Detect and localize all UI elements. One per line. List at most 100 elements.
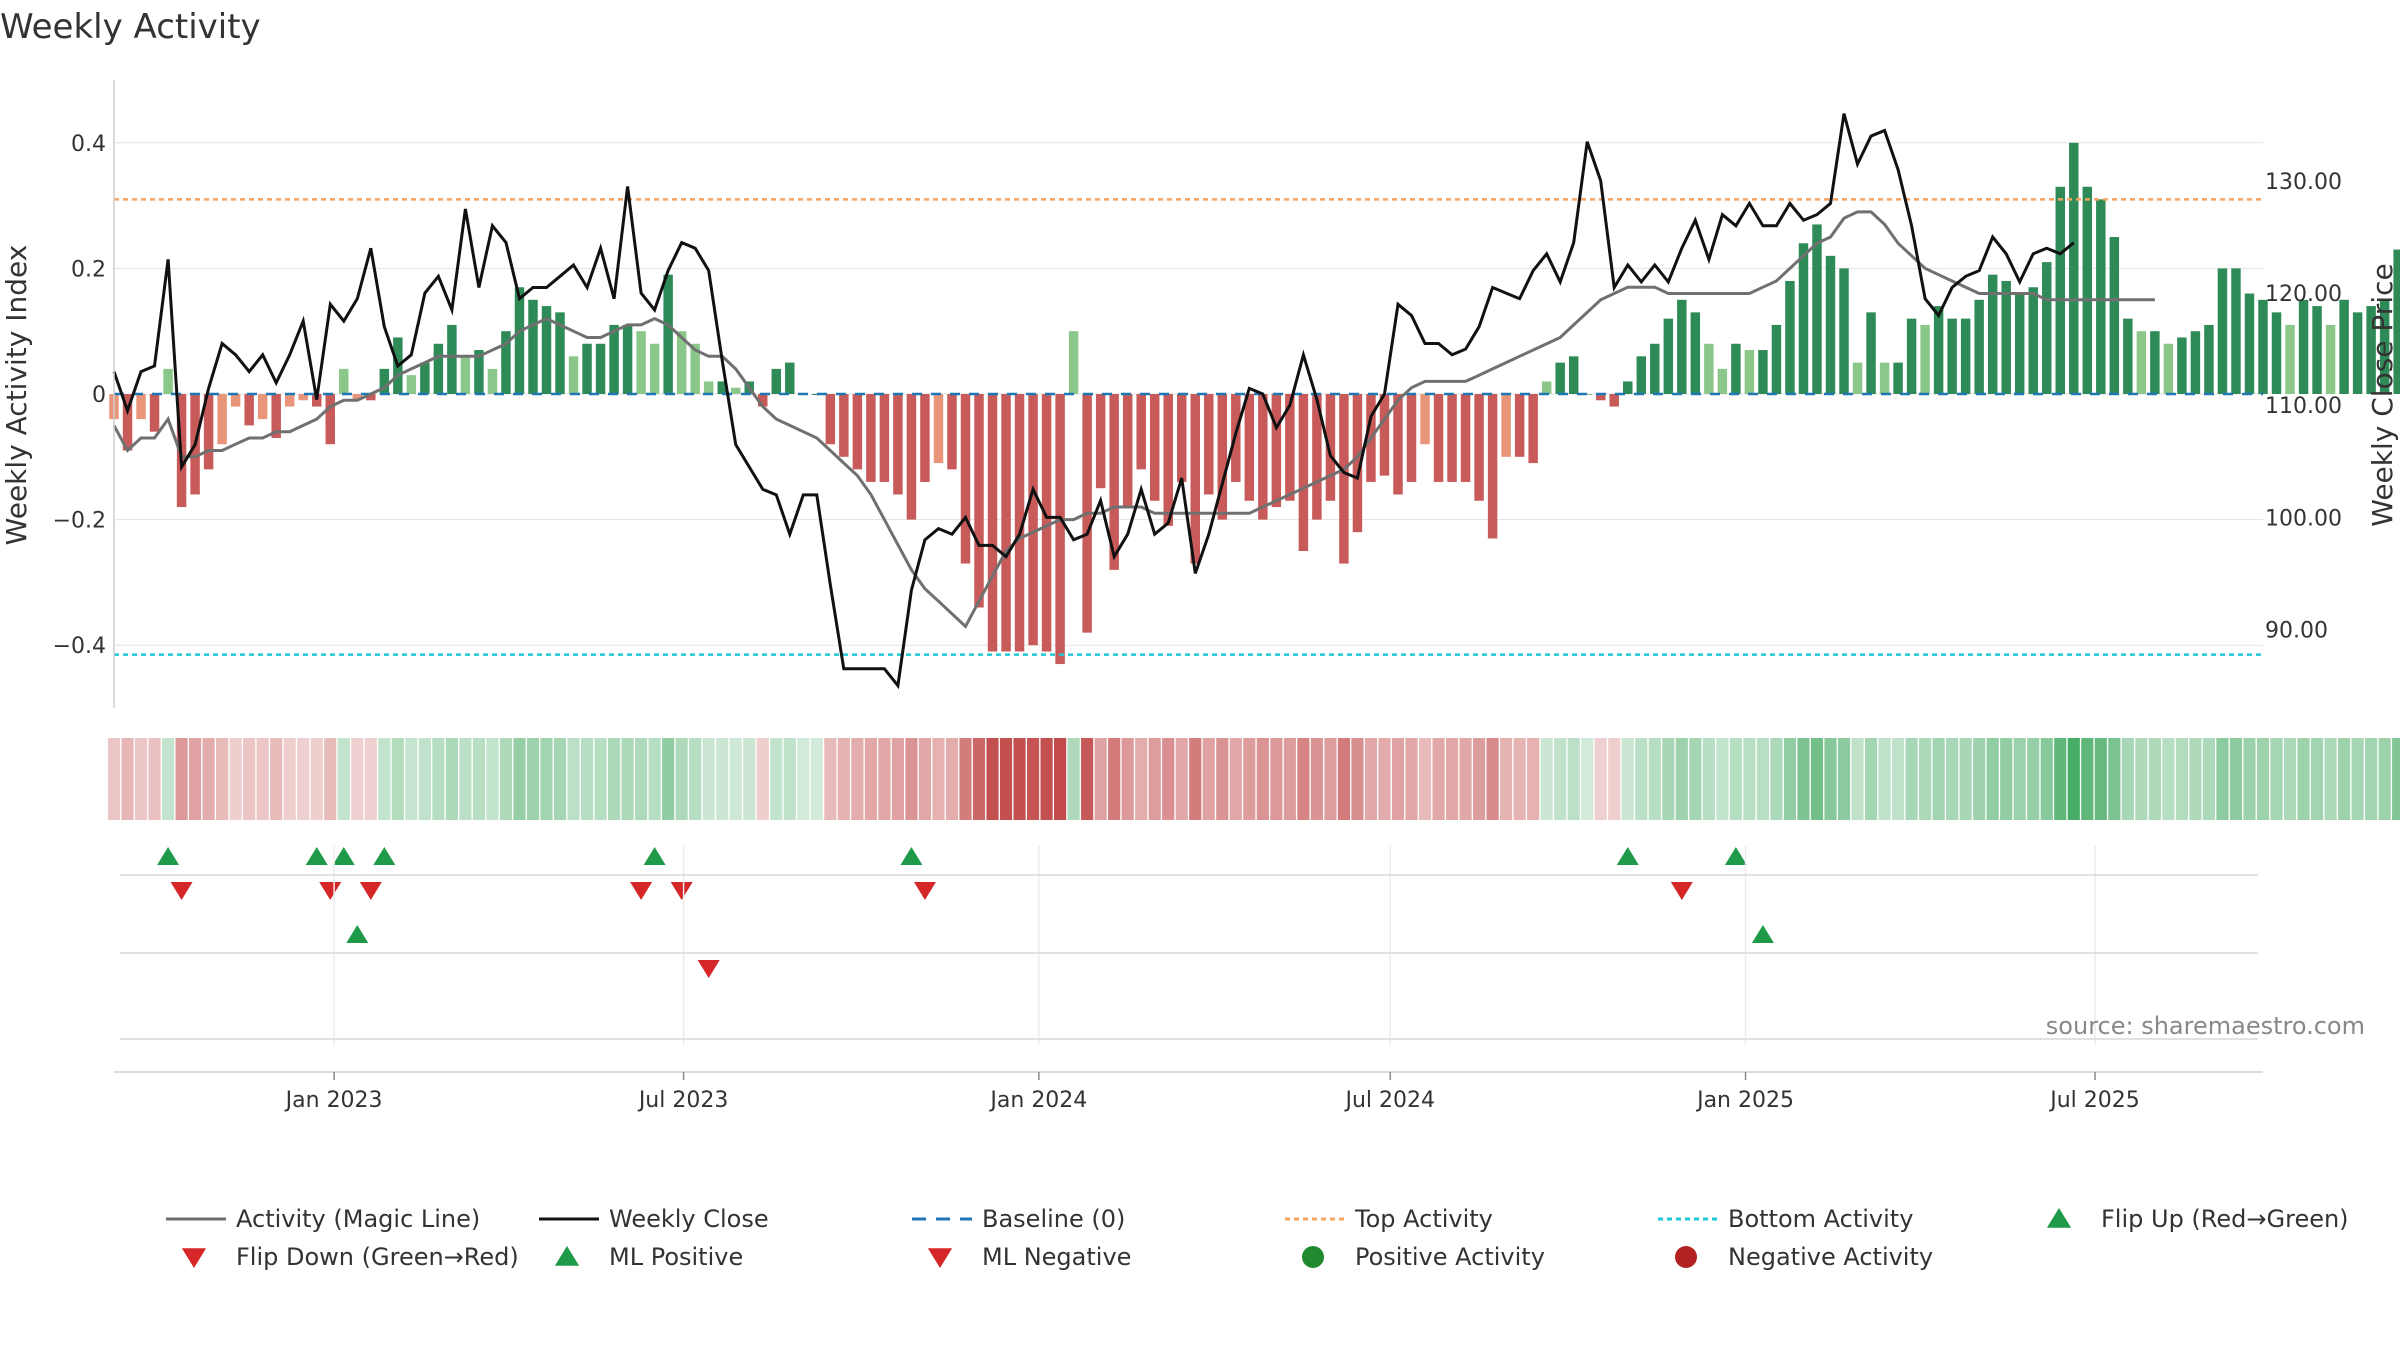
activity-bar [433,343,444,394]
heat-cell [148,738,161,820]
heat-cell [1770,738,1783,820]
activity-bar [2393,249,2400,394]
legend-label: ML Positive [609,1243,743,1271]
heat-cell [1067,738,1080,820]
heat-cell [1202,738,1215,820]
activity-bar [2082,186,2093,394]
activity-bar [1785,280,1795,394]
activity-bar [1933,306,1944,394]
activity-bar [2325,324,2336,394]
activity-bar [325,394,335,445]
heat-cell [297,738,310,820]
activity-bar [1609,394,1619,407]
legend-item: Top Activity [1285,1205,1493,1233]
activity-bar [906,394,917,520]
legend-label: Flip Down (Green→Red) [236,1243,519,1271]
heat-cell [324,738,337,820]
activity-bar [2204,324,2214,394]
heat-cell [1175,738,1188,820]
heat-cell [607,738,621,820]
heat-cell [1229,738,1242,820]
activity-bar [1339,394,1349,564]
heat-cell [1581,738,1594,820]
heat-cell [2094,738,2107,820]
heat-cell [689,738,702,820]
activity-bar [2042,262,2052,394]
heat-cell [2121,738,2134,820]
heat-cell [837,738,850,820]
reference-lines [114,198,2263,656]
flip-up-marker [305,847,328,865]
activity-bar [1285,394,1295,501]
activity-bar [1379,394,1390,476]
activity-bar [1041,394,1052,652]
heat-cell [986,738,999,820]
activity-bar [555,312,565,394]
heat-cell [2297,738,2310,820]
ml-negative-marker [697,960,720,978]
heat-cell [1594,738,1607,820]
weekly-close-line [112,113,2075,690]
heat-cell [1405,738,1418,820]
heat-cell [1283,738,1296,820]
heat-cell [2283,738,2297,820]
activity-bar [366,394,376,401]
activity-bar [2190,331,2201,394]
activity-bar [1839,268,1849,394]
heat-cell [918,738,932,820]
activity-bar [1136,394,1146,470]
heat-cell [1486,738,1499,820]
heat-cell [1432,738,1445,820]
legend-label: Weekly Close [609,1205,769,1233]
heat-cell [1716,738,1729,820]
right-tick-label: 130.00 [2265,170,2342,195]
x-axis: Jan 2023 Jul 2023 Jan 2024 Jul 2024 Jan 2025… [114,846,2263,1113]
activity-bar [852,394,863,470]
activity-bar [1798,243,1809,394]
activity-bar [825,394,836,445]
flip-down-marker [170,882,193,900]
activity-bar [1028,394,1038,646]
heat-cell [2351,738,2364,820]
activity-bar [1325,394,1336,501]
heat-cell [972,738,986,820]
flip-up-marker [900,847,923,865]
activity-bar [933,394,944,464]
heat-cell [797,738,810,820]
heat-cell [756,738,769,820]
heat-cell [2256,738,2270,820]
heat-cell [1418,738,1432,820]
left-tick-label: −0.4 [53,634,106,659]
activity-bar [406,375,417,394]
heat-cell [783,738,796,820]
heat-cell [959,738,972,820]
activity-bar [730,387,741,394]
left-tick-label: 0.4 [71,132,106,157]
activity-bar [1487,394,1498,539]
activity-bar [2217,268,2228,394]
heat-cell [864,738,877,820]
heat-cell [1783,738,1797,820]
heat-cell [2338,738,2351,820]
heat-cell [459,738,472,820]
heat-cell [2189,738,2202,820]
flip-down-marker [670,882,693,900]
heat-cell [2216,738,2229,820]
activity-bar [352,394,363,401]
legend-swatch [927,1248,953,1268]
activity-bar [676,331,687,394]
legend-item: Activity (Magic Line) [166,1205,480,1233]
activity-bar [2258,299,2268,394]
heat-cell [1216,738,1229,820]
heat-cell [999,738,1013,820]
activity-bar [1623,381,1633,394]
activity-bar [947,394,957,470]
activity-bar [1825,255,1836,394]
heat-cell [1702,738,1715,820]
heat-cell [1932,738,1945,820]
activity-bar [595,343,606,394]
heat-cell [1189,738,1202,820]
heat-cell [229,738,242,820]
activity-bar [1001,394,1011,652]
heat-cell [189,738,202,820]
